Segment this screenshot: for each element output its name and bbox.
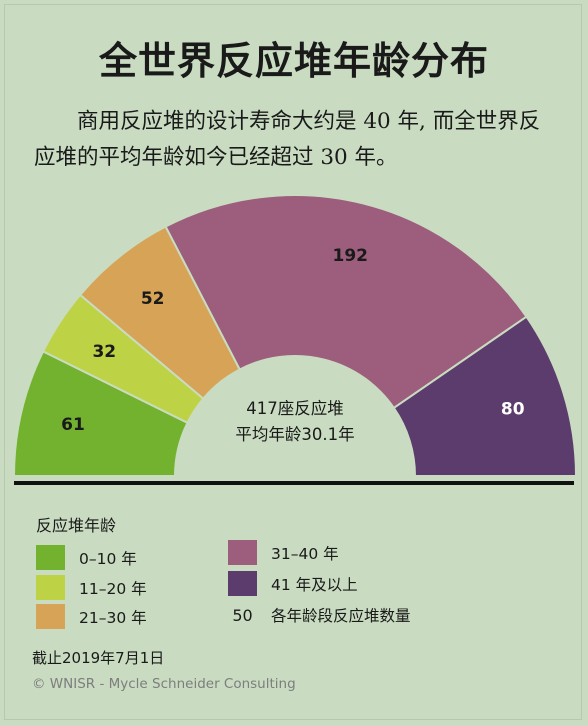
- legend-swatch: [36, 604, 65, 629]
- legend-item-11-20: 11–20 年: [36, 575, 147, 600]
- legend-label: 11–20 年: [79, 579, 147, 598]
- legend-label: 0–10 年: [79, 549, 137, 568]
- legend-label: 41 年及以上: [271, 575, 358, 594]
- legend-swatch: [228, 571, 257, 596]
- slice-41-plus: [392, 315, 578, 477]
- slice-31-40: [164, 194, 528, 410]
- center-label-average: 平均年龄30.1年: [235, 425, 354, 444]
- legend-swatch: [228, 540, 257, 565]
- page-title: 全世界反应堆年龄分布: [98, 38, 489, 83]
- legend-swatch: [36, 575, 65, 600]
- legend-item-21-30: 21–30 年: [36, 604, 147, 629]
- credit-line: © WNISR - Mycle Schneider Consulting: [32, 676, 296, 692]
- value-label-31-40: 192: [333, 246, 369, 266]
- legend-label: 21–30 年: [79, 608, 147, 627]
- center-label-total: 417座反应堆: [246, 399, 344, 418]
- legend-number-sample: 50: [232, 605, 253, 625]
- legend-item-number-key: 50 各年龄段反应堆数量: [228, 604, 411, 626]
- legend-swatch: [36, 545, 65, 570]
- value-label-11-20: 32: [92, 342, 116, 362]
- legend-item-41-plus: 41 年及以上: [228, 571, 358, 596]
- legend-item-31-40: 31–40 年: [228, 540, 339, 565]
- footnote-date: 截止2019年7月1日: [32, 649, 165, 667]
- page-subtitle: 商用反应堆的设计寿命大约是 40 年, 而全世界反应堆的平均年龄如今已经超过 3…: [34, 109, 541, 170]
- semi-donut-chart: 61 32 52 192 80 417座反应堆 平均年龄30.1年: [12, 194, 578, 485]
- legend-label: 31–40 年: [271, 544, 339, 563]
- value-label-21-30: 52: [141, 289, 165, 309]
- legend-title: 反应堆年龄: [36, 516, 117, 535]
- legend-item-0-10: 0–10 年: [36, 545, 137, 570]
- value-label-41-plus: 80: [501, 399, 525, 419]
- chart-slices: [12, 194, 578, 477]
- chart-value-labels: 61 32 52 192 80: [61, 246, 525, 435]
- value-label-0-10: 61: [61, 415, 85, 435]
- legend-label: 各年龄段反应堆数量: [271, 607, 411, 625]
